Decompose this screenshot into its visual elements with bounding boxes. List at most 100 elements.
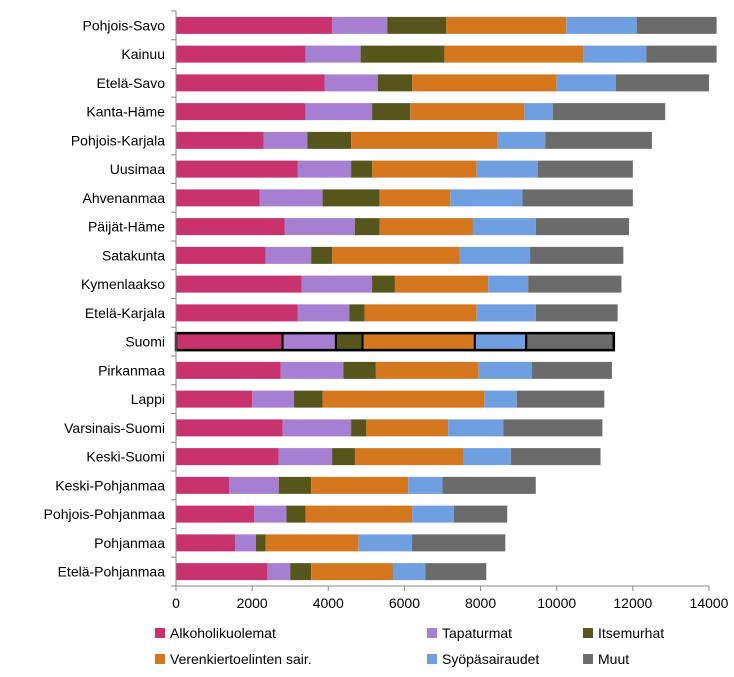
bar-segment: [307, 131, 352, 149]
bar-segment: [265, 246, 312, 264]
category-labels: Pohjois-Savo Kainuu Etelä-Savo Kanta-Häme Po…: [44, 17, 166, 579]
x-tick-labels: 0 2000 4000 6000 8000 10000 12000 14000: [172, 586, 729, 611]
bar-segment: [387, 16, 447, 34]
bar-segment: [267, 563, 291, 581]
bar-segment: [537, 160, 633, 178]
legend-swatch: [427, 628, 437, 638]
bar-segment: [176, 16, 333, 34]
bar-segment: [472, 218, 536, 236]
category-label: Suomi: [125, 334, 165, 350]
bar-segment: [412, 74, 557, 92]
x-tick-label: 0: [172, 595, 180, 611]
bar-segment: [351, 419, 367, 437]
bar-segment: [393, 563, 426, 581]
category-label: Keski-Suomi: [86, 449, 165, 465]
bar-segment: [516, 390, 605, 408]
legend-swatch: [155, 628, 165, 638]
bar-segment: [636, 16, 717, 34]
bar-segment: [358, 534, 413, 552]
bar-segment: [281, 332, 337, 352]
bar-segment: [583, 45, 647, 63]
bar-segment: [556, 74, 616, 92]
bar-segment: [297, 160, 352, 178]
bar-segment: [552, 103, 666, 121]
bar-segment: [322, 189, 380, 207]
bar-segment: [278, 448, 333, 466]
bar-segment: [305, 103, 373, 121]
legend: Alkoholikuolemat Tapaturmat Itsemurhat Vere…: [155, 625, 664, 667]
category-label: Kainuu: [121, 46, 165, 62]
bar-segment: [176, 361, 281, 379]
category-label: Varsinais-Suomi: [64, 420, 165, 436]
bar-segment: [522, 189, 633, 207]
bar-segment: [372, 103, 411, 121]
bar-segment: [176, 505, 255, 523]
legend-swatch: [427, 654, 437, 664]
bar-segment: [290, 563, 312, 581]
bar-segment: [473, 332, 528, 352]
bar-segment: [488, 275, 529, 293]
bar-segment: [372, 275, 395, 293]
category-label: Keski-Pohjanmaa: [55, 477, 165, 493]
bar-segment: [322, 390, 485, 408]
x-tick-label: 6000: [389, 595, 420, 611]
bar-area: [175, 16, 717, 581]
bar-segment: [332, 448, 355, 466]
bar-segment: [297, 304, 350, 322]
bar-segment: [530, 246, 624, 264]
bar-segment: [379, 189, 451, 207]
category-label: Pohjanmaa: [94, 535, 165, 551]
bar-segment: [531, 361, 612, 379]
bar-segment: [332, 246, 460, 264]
bar-segment: [175, 332, 284, 352]
legend-label: Verenkiertoelinten sair.: [170, 651, 312, 667]
bar-segment: [566, 16, 637, 34]
x-tick-label: 4000: [313, 595, 344, 611]
bar-segment: [450, 189, 523, 207]
legend-label: Syöpäsairaudet: [442, 651, 539, 667]
category-label: Uusimaa: [110, 161, 165, 177]
bar-segment: [176, 304, 298, 322]
category-label: Kanta-Häme: [86, 104, 165, 120]
bar-segment: [282, 419, 352, 437]
legend-label: Itsemurhat: [598, 625, 664, 641]
bar-segment: [497, 131, 546, 149]
bar-segment: [453, 505, 508, 523]
bar-segment: [278, 476, 312, 494]
bar-segment: [459, 246, 531, 264]
bar-segment: [372, 160, 477, 178]
bar-segment: [425, 563, 487, 581]
bar-segment: [448, 419, 504, 437]
bar-segment: [284, 218, 355, 236]
bar-segment: [311, 246, 333, 264]
bar-segment: [349, 304, 365, 322]
bar-segment: [176, 246, 266, 264]
bar-segment: [305, 505, 413, 523]
legend-label: Muut: [598, 651, 629, 667]
bar-segment: [410, 103, 525, 121]
category-label: Etelä-Karjala: [85, 305, 165, 321]
bar-segment: [484, 390, 517, 408]
category-label: Päijät-Häme: [88, 219, 165, 235]
bar-segment: [351, 160, 373, 178]
bar-segment: [176, 74, 325, 92]
bar-segment: [360, 45, 445, 63]
x-tick-label: 2000: [237, 595, 268, 611]
bar-segment: [252, 390, 295, 408]
bar-segment: [311, 563, 394, 581]
bar-segment: [375, 361, 479, 379]
bar-segment: [478, 361, 532, 379]
bar-segment: [259, 189, 323, 207]
bar-segment: [311, 476, 409, 494]
category-label: Pirkanmaa: [98, 362, 165, 378]
bar-segment: [361, 332, 476, 352]
x-tick-label: 10000: [537, 595, 576, 611]
bar-segment: [446, 16, 567, 34]
bar-segment: [176, 45, 306, 63]
bar-segment: [535, 218, 630, 236]
bar-segment: [324, 74, 378, 92]
bar-segment: [408, 476, 443, 494]
category-label: Pohjois-Karjala: [71, 132, 165, 148]
bar-segment: [354, 448, 464, 466]
legend-label: Alkoholikuolemat: [170, 625, 276, 641]
